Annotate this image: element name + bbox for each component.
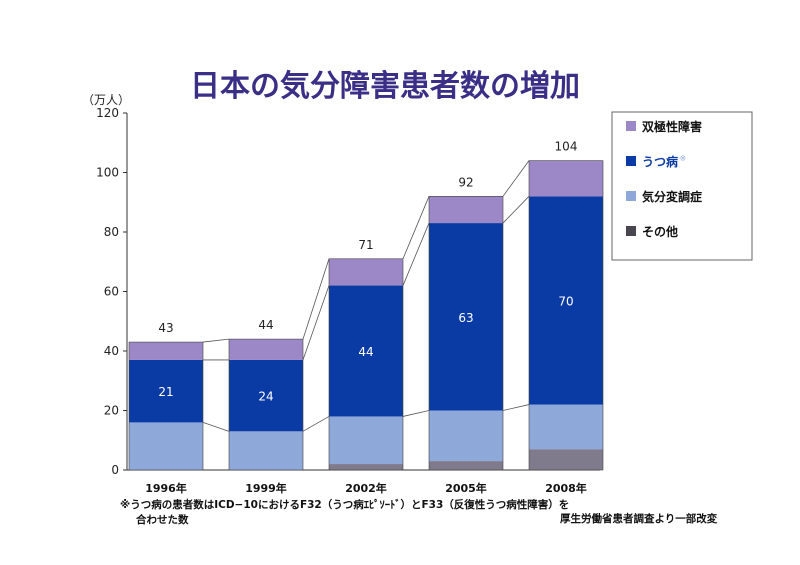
axes: 0 20 40 60 80 100 120 1996年 1999年 2002年 2005年 2008年 [96,106,600,495]
legend-label: その他 [642,224,678,239]
legend-label: 双極性障害 [642,119,702,134]
source-note: 厚生労働省患者調査より一部改変 [560,513,718,525]
x-tick-label: 2008年 [545,481,587,495]
data-labels: 43 21 44 24 71 44 92 63 104 70 [158,140,577,404]
y-tick-label: 120 [96,106,119,120]
footnote-line-1: ※うつ病の患者数はICD−10におけるF32（うつ病ｴﾋﾟｿｰﾄﾞ）とF33（反… [120,499,570,511]
bars [128,160,604,471]
footnote: ※うつ病の患者数はICD−10におけるF32（うつ病ｴﾋﾟｿｰﾄﾞ）とF33（反… [120,498,569,528]
bar-segment [429,410,503,462]
legend-label: うつ病 [642,154,678,169]
chart-title: 日本の気分障害患者数の増加 [190,69,580,104]
bar-segment [529,160,603,197]
total-label: 44 [258,318,273,332]
bar-segment [429,196,503,224]
bar-segment [329,416,403,465]
legend-box [611,111,753,261]
bar-segment [429,461,503,470]
bar-outline [228,338,304,471]
connector-line [502,404,530,411]
bar-segment [529,196,603,405]
bar-segment [529,449,603,470]
bar-segment [129,342,203,360]
bar-segment [229,359,303,432]
x-tick-label: 1999年 [245,481,287,495]
y-tick-label: 20 [104,404,119,418]
bar-segment [429,223,503,411]
connector-line [202,422,230,432]
x-tick-label: 2002年 [345,481,387,495]
legend-swatch [626,226,636,236]
bar-segment [129,359,203,423]
connector-line [202,338,230,343]
bar-outline [528,160,604,471]
legend-label: 気分変調症 [642,189,702,204]
footnote-line-2: 合わせた数 [136,514,189,526]
connector-line [302,258,330,340]
bar-outline [328,258,404,471]
connector-line [502,160,530,197]
depression-value-label: 24 [258,390,273,404]
connector-line [502,196,530,224]
depression-value-label: 21 [158,385,173,399]
total-label: 104 [555,140,578,154]
bar-segment [329,464,403,470]
total-label: 71 [358,238,373,252]
bar-outline [128,341,204,471]
bar-segment [229,431,303,470]
depression-value-label: 44 [358,345,373,359]
bar-segment [329,285,403,417]
connector-line [402,196,430,259]
connector-line [302,285,330,361]
total-label: 92 [458,175,473,189]
y-tick-label: 100 [96,166,119,180]
depression-value-label: 70 [558,294,573,308]
x-tick-label: 1996年 [145,481,187,495]
bar-segment [129,422,203,470]
legend-swatch [626,121,636,131]
connector-line [402,222,430,286]
bar-outline [428,196,504,471]
connector-lines [202,160,530,432]
legend-swatch [626,156,636,166]
bar-segment [229,339,303,360]
y-tick-label: 0 [111,463,119,477]
x-tick-label: 2005年 [445,481,487,495]
y-tick-label: 40 [104,344,119,358]
total-label: 43 [158,321,173,335]
legend-swatch [626,191,636,201]
y-axis-unit: （万人） [82,93,130,107]
bar-segment [529,404,603,450]
bar-segment [329,258,403,286]
y-tick-label: 60 [104,285,119,299]
connector-line [402,410,430,417]
depression-value-label: 63 [458,311,473,325]
legend-footnote-mark: ※ [680,154,687,163]
connector-line [302,416,330,432]
y-tick-label: 80 [104,225,119,239]
